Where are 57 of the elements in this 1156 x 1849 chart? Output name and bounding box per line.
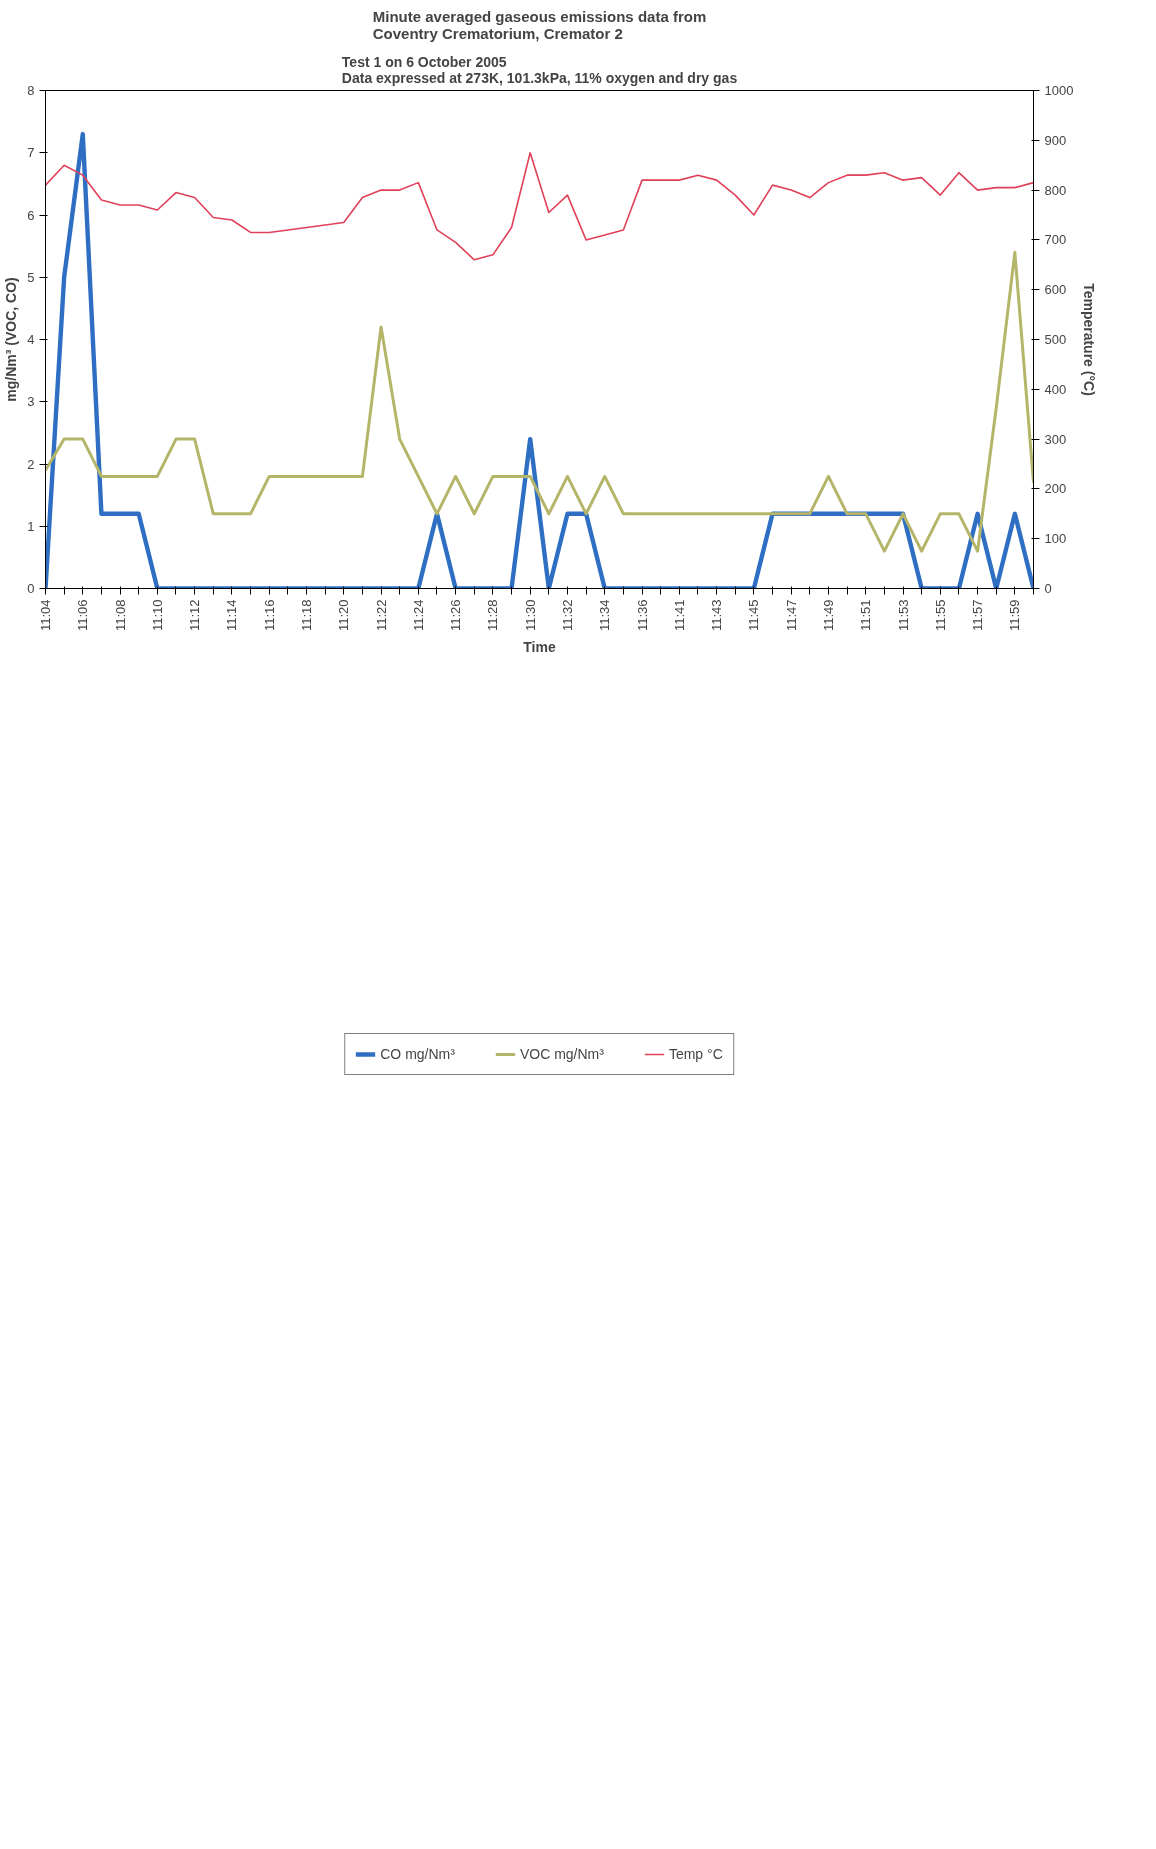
y2-tick-label: 0 (1044, 581, 1052, 596)
y-tick-label: 6 (27, 207, 35, 223)
y2-tick-label: 500 (1044, 332, 1067, 347)
line-series (45, 151, 1034, 261)
x-tick-label: 11:53 (895, 599, 911, 632)
x-tick-label: 11:24 (410, 599, 426, 632)
x-tick-label: 11:10 (149, 599, 165, 632)
y-tick-label: 5 (27, 269, 35, 285)
y2-tick-label: 200 (1044, 481, 1067, 497)
y2-tick-label: 1000 (1044, 83, 1074, 98)
y-tick-label: 2 (27, 456, 35, 472)
x-tick-label: 11:22 (373, 599, 389, 632)
x-tick-label: 11:20 (336, 599, 352, 632)
x-tick-label: 11:36 (634, 599, 650, 632)
x-tick-label: 11:47 (783, 599, 799, 632)
x-tick-label: 11:16 (261, 599, 277, 632)
y-tick-label: 3 (27, 394, 35, 410)
y-tick-label: 7 (27, 145, 35, 161)
y2-tick-label: 600 (1044, 282, 1067, 298)
x-axis-title: Time (523, 639, 556, 656)
y-axis-title: mg/Nm³ (VOC, CO) (3, 277, 20, 402)
y2-tick-label: 400 (1044, 381, 1067, 397)
x-tick-label: 11:55 (932, 599, 948, 632)
y-tick-label: 1 (27, 518, 35, 534)
y-tick-label: 0 (27, 581, 35, 596)
line-series (45, 250, 1034, 553)
y2-tick-label: 100 (1044, 531, 1067, 547)
x-tick-label: 11:34 (597, 599, 613, 632)
chart-subtitle: Test 1 on 6 October 2005 Data expressed at 273K, 101.3kPa, 11% oxygen and dry gas (341, 53, 738, 86)
x-tick-label: 11:45 (746, 599, 762, 632)
x-tick-label: 11:57 (970, 599, 986, 632)
y-tick-label: 4 (27, 332, 35, 347)
x-tick-label: 11:49 (820, 599, 836, 632)
legend-label: Temp °C (668, 1046, 723, 1062)
x-tick-label: 11:18 (298, 599, 314, 632)
x-tick-label: 11:28 (485, 599, 501, 632)
y-tick-label: 8 (27, 83, 35, 98)
x-tick-label: 11:30 (522, 599, 538, 632)
x-tick-label: 11:43 (709, 599, 725, 632)
y2-tick-label: 700 (1044, 232, 1067, 248)
y2-tick-label: 900 (1044, 132, 1067, 148)
x-tick-label: 11:59 (1007, 599, 1023, 632)
x-tick-label: 11:08 (112, 599, 128, 632)
x-tick-label: 11:04 (38, 599, 53, 632)
x-tick-label: 11:51 (858, 599, 874, 632)
y2-axis-title: Temperature (°C) (1081, 283, 1098, 396)
legend-label: VOC mg/Nm³ (519, 1046, 604, 1062)
x-tick-label: 11:41 (671, 599, 687, 632)
x-tick-label: 11:06 (75, 599, 91, 632)
y2-tick-label: 800 (1044, 182, 1067, 198)
x-tick-label: 11:14 (224, 599, 240, 632)
x-tick-label: 11:12 (187, 599, 203, 632)
x-tick-label: 11:32 (559, 599, 575, 632)
legend-label: CO mg/Nm³ (380, 1046, 455, 1062)
chart-title: Minute averaged gaseous emissions data from Coventry Crematorium, Cremator 2 (372, 7, 707, 42)
x-tick-label: 11:26 (448, 599, 464, 632)
y2-tick-label: 300 (1044, 431, 1067, 447)
